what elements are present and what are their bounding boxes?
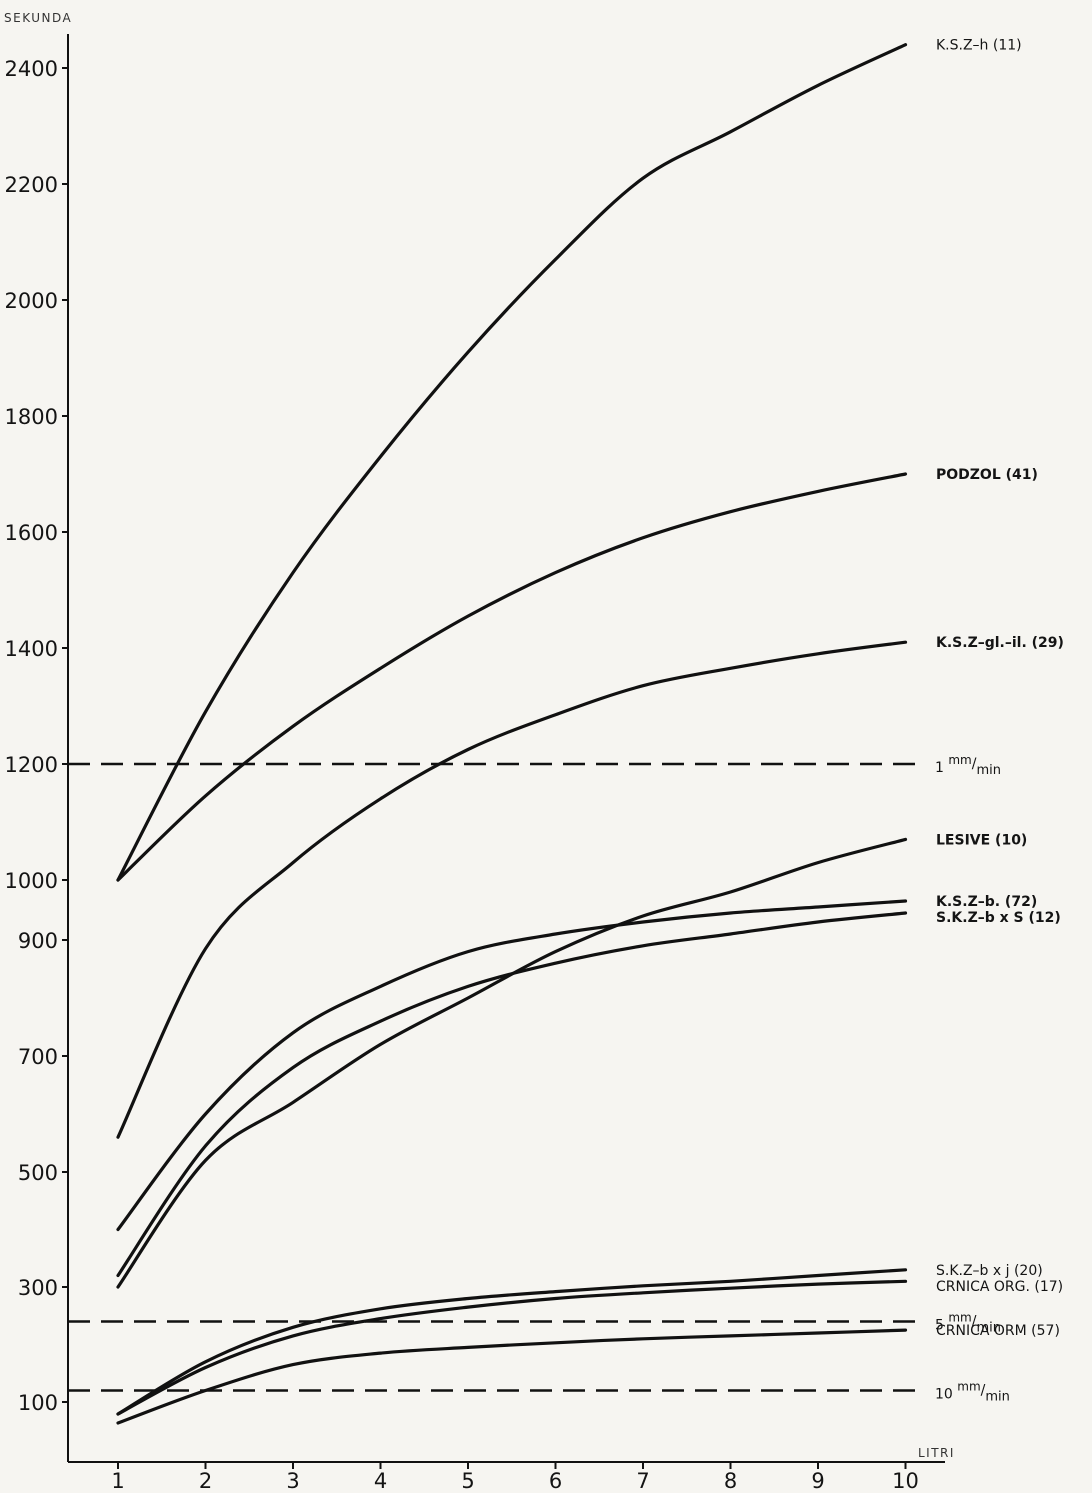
y-tick-label: 1600 xyxy=(5,521,58,545)
y-tick-label: 100 xyxy=(18,1391,58,1415)
y-tick-label: 900 xyxy=(18,929,58,953)
x-tick-label: 3 xyxy=(286,1469,299,1493)
series-line-7 xyxy=(116,1268,908,1416)
series-line-2 xyxy=(116,472,908,882)
x-tick-label: 7 xyxy=(636,1469,649,1493)
y-tick-label: 700 xyxy=(18,1045,58,1069)
series-label-3: K.S.Z–gl.–il. (29) xyxy=(936,635,1064,651)
reference-lines: 1 mm/min 5 mm/min 10 mm/min xyxy=(68,753,1010,1405)
y-tick-label: 2000 xyxy=(5,289,58,313)
y-tick-label: 2200 xyxy=(5,173,58,197)
series-line-4 xyxy=(116,837,908,1289)
x-tick-label: 5 xyxy=(461,1469,474,1493)
y-tick-label: 300 xyxy=(18,1276,58,1300)
x-tick-label: 10 xyxy=(892,1469,919,1493)
reference-line-label: 1 mm/min xyxy=(935,753,1001,778)
x-tick-label: 4 xyxy=(374,1469,387,1493)
series-labels: K.S.Z–h (11) PODZOL (41) K.S.Z–gl.–il. (29… xyxy=(936,38,1064,1339)
x-tick-label: 9 xyxy=(811,1469,824,1493)
series-label-6: S.K.Z–b x S (12) xyxy=(936,910,1061,926)
series-label-2: PODZOL (41) xyxy=(936,467,1038,483)
data-series xyxy=(116,43,908,1425)
series-label-7: S.K.Z–b x j (20) xyxy=(936,1263,1043,1279)
series-line-9 xyxy=(116,1328,908,1425)
series-line-6 xyxy=(116,911,908,1278)
series-line-8 xyxy=(116,1279,908,1416)
y-tick-label: 1000 xyxy=(5,869,58,893)
x-tick-label: 6 xyxy=(549,1469,562,1493)
series-label-5: K.S.Z–b. (72) xyxy=(936,894,1037,910)
series-line-5 xyxy=(116,899,908,1232)
x-axis-title: LITRI xyxy=(918,1446,955,1460)
series-label-1: K.S.Z–h (11) xyxy=(936,38,1022,54)
chart-axes: SEKUNDA LITRI 100 300 500 700 900 1000 1200 1400 1… xyxy=(4,11,955,1493)
reference-line-label: 10 mm/min xyxy=(935,1380,1010,1405)
series-label-9: CRNICA ORM (57) xyxy=(936,1323,1060,1339)
y-tick-label: 500 xyxy=(18,1161,58,1185)
y-tick-label: 1200 xyxy=(5,753,58,777)
x-tick-label: 2 xyxy=(199,1469,212,1493)
reference-line-label: 5 mm/min xyxy=(935,1311,1001,1336)
series-line-1 xyxy=(116,43,908,882)
series-label-8: CRNICA ORG. (17) xyxy=(936,1279,1063,1295)
y-tick-label: 2400 xyxy=(5,57,58,81)
series-line-3 xyxy=(116,640,908,1139)
y-tick-label: 1400 xyxy=(5,637,58,661)
x-tick-label: 8 xyxy=(724,1469,737,1493)
series-label-4: LESIVE (10) xyxy=(936,832,1027,848)
x-tick-label: 1 xyxy=(111,1469,124,1493)
y-tick-label: 1800 xyxy=(5,405,58,429)
y-axis-title: SEKUNDA xyxy=(4,11,72,25)
